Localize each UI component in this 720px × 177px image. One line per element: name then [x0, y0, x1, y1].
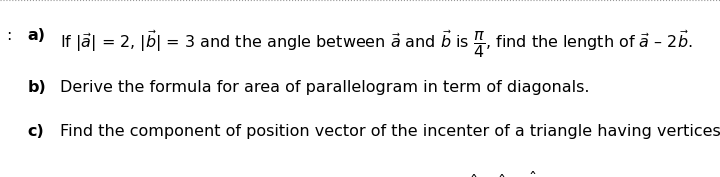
Text: $P_1$(1, −1, 2),  $P_2$(2, 1, 3)  and  $P_3$(−1, 2, −1)  on  $\hat{\imath}$ + $\: $P_1$(1, −1, 2), $P_2$(2, 1, 3) and $P_3… — [83, 170, 541, 177]
Text: a): a) — [27, 28, 45, 43]
Text: :: : — [7, 28, 18, 43]
Text: b): b) — [27, 80, 46, 95]
Text: Find the component of position vector of the incenter of a triangle having verti: Find the component of position vector of… — [60, 124, 720, 139]
Text: c): c) — [27, 124, 44, 139]
Text: If $|\vec{a}|$ = 2, $|\vec{b}|$ = 3 and the angle between $\vec{a}$ and $\vec{b}: If $|\vec{a}|$ = 2, $|\vec{b}|$ = 3 and … — [60, 28, 693, 60]
Text: Derive the formula for area of parallelogram in term of diagonals.: Derive the formula for area of parallelo… — [60, 80, 589, 95]
